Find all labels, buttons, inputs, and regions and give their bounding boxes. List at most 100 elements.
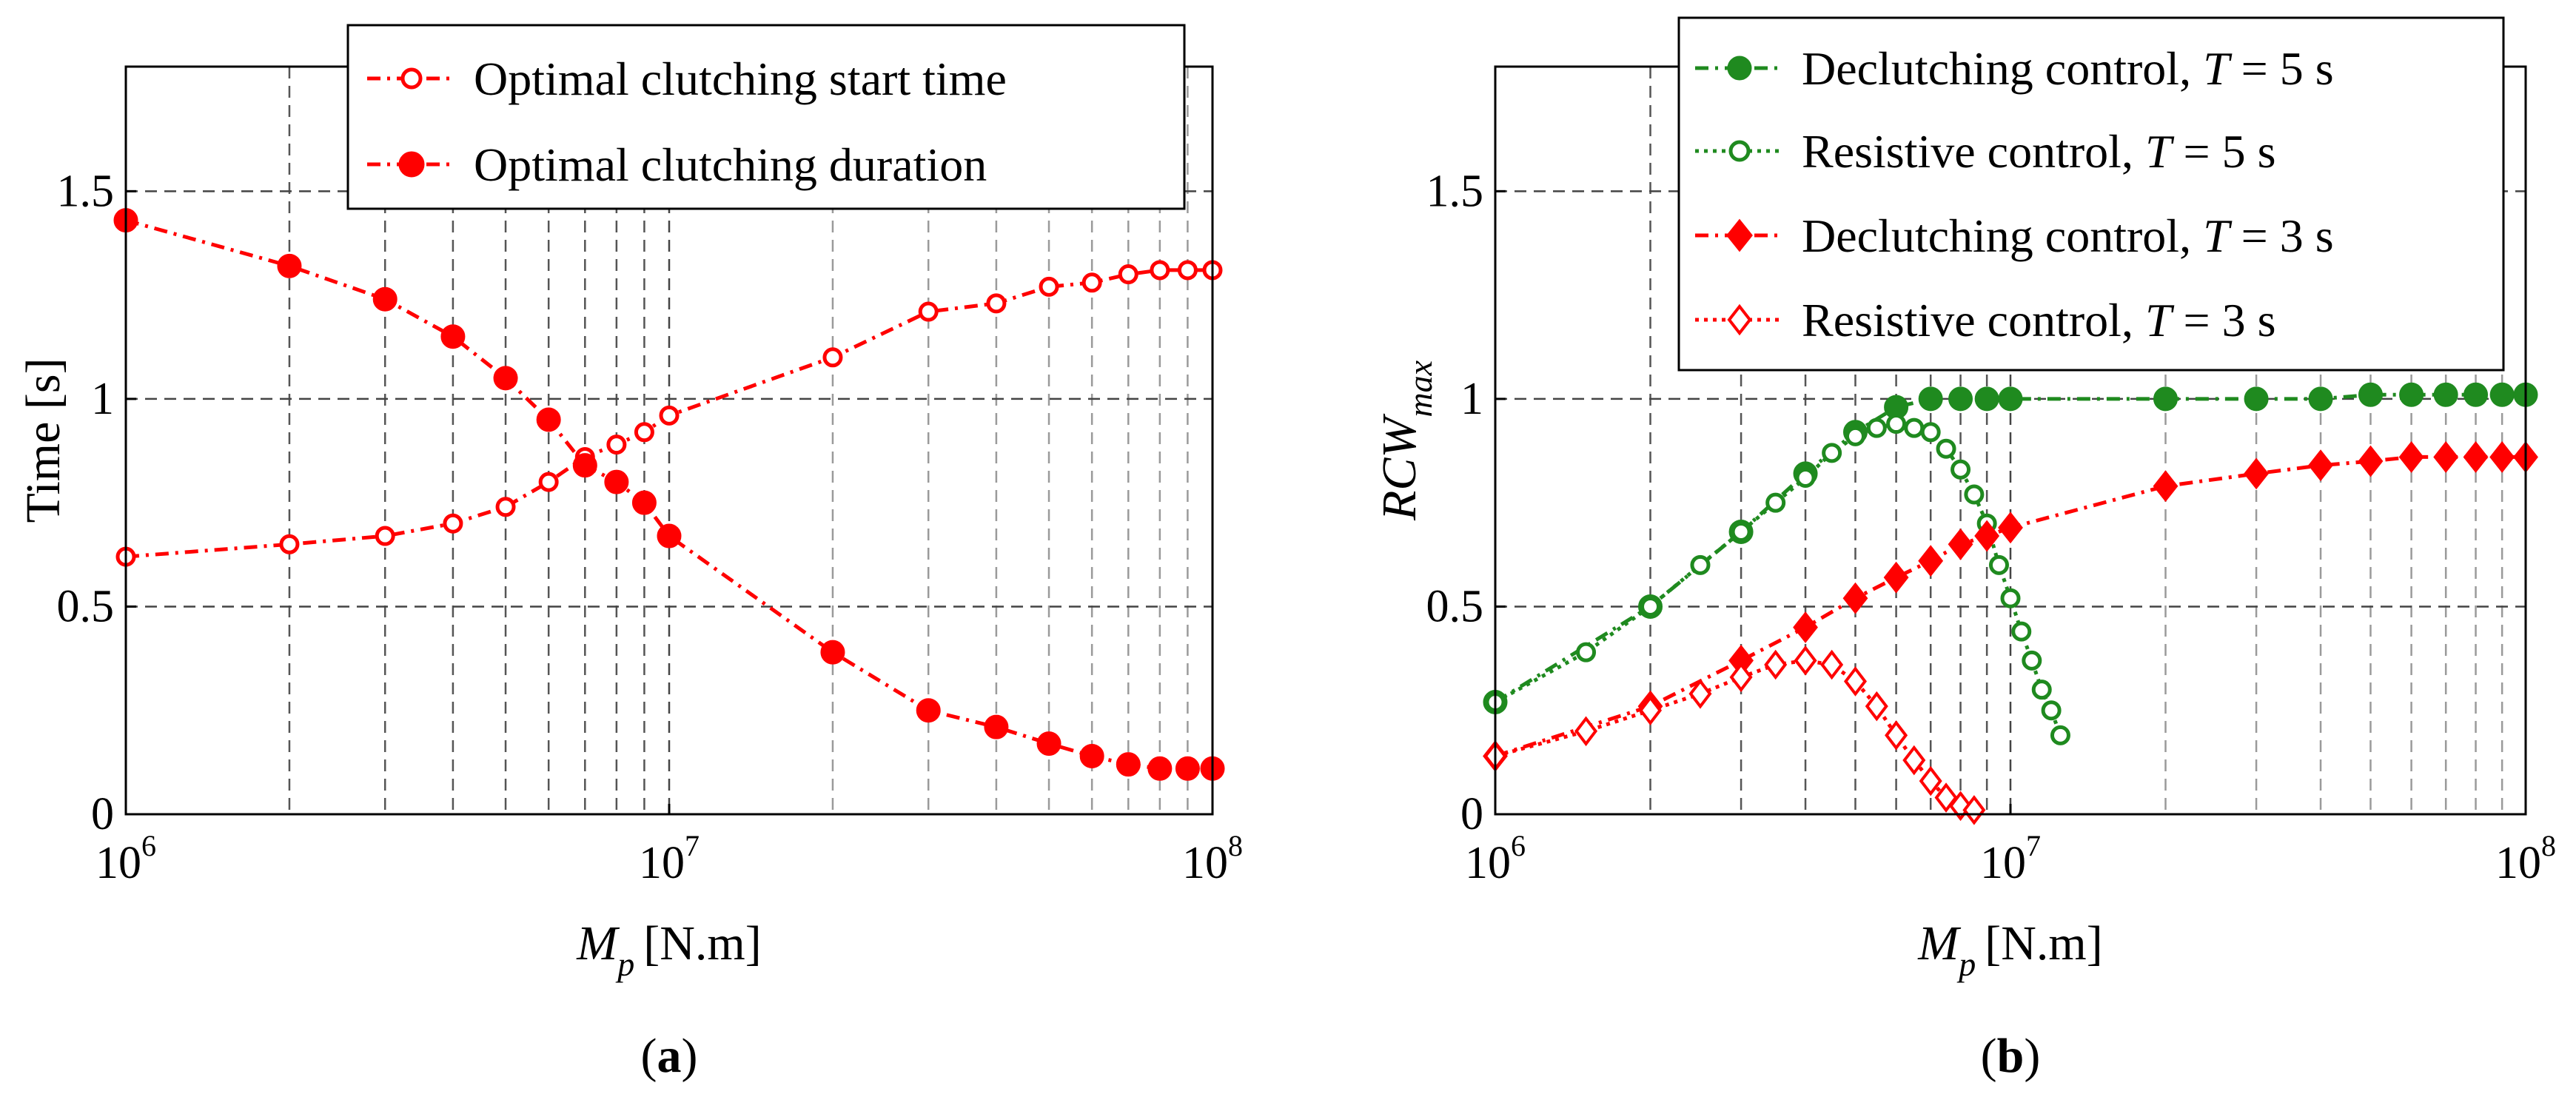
series-2-point bbox=[1116, 752, 1141, 777]
series-1-point bbox=[2489, 382, 2515, 407]
series-2-point bbox=[1765, 492, 1786, 513]
series-3-point bbox=[2358, 445, 2384, 477]
series-1-point bbox=[1118, 264, 1138, 285]
series-1-point bbox=[986, 293, 1007, 314]
series-4-point bbox=[1934, 782, 1958, 813]
series-4-line bbox=[1495, 658, 1975, 812]
series-4-point bbox=[1729, 662, 1753, 693]
series-2-point bbox=[657, 523, 682, 548]
series-4-point bbox=[1902, 745, 1926, 776]
svg-text:Declutching control, T = 5 s: Declutching control, T = 5 s bbox=[1802, 42, 2334, 95]
panel-b-ylabel: RCWmax bbox=[1372, 360, 1439, 521]
series-1-point bbox=[659, 405, 680, 426]
series-2-point bbox=[1951, 459, 1971, 480]
series-3-point bbox=[1883, 561, 1909, 594]
panel-b-xlabel: Mp [N.m] bbox=[1917, 916, 2102, 983]
series-2-point bbox=[1964, 484, 1985, 505]
series-4-point bbox=[1919, 765, 1942, 796]
series-3-point bbox=[1948, 528, 1973, 560]
panel-b-chart: 0 0.5 1 1.5 106 107 108 RCWmax Mp [N.m] (b) Dec… bbox=[1372, 16, 2556, 1083]
panel-a-legend-entry: Optimal clutching duration bbox=[367, 138, 987, 191]
series-3-point bbox=[1842, 582, 1868, 614]
x-tick-label: 108 bbox=[2495, 829, 2556, 888]
series-1-point bbox=[2153, 386, 2178, 412]
series-2-point bbox=[984, 714, 1009, 739]
panel-b-legend-entry: Declutching control, T = 3 s bbox=[1695, 209, 2334, 262]
series-2-point bbox=[277, 253, 302, 278]
panel-b-legend-box bbox=[1677, 16, 2505, 372]
series-1-point bbox=[918, 301, 939, 322]
x-tick-label: 107 bbox=[1980, 829, 2041, 888]
series-4-point bbox=[1794, 645, 1817, 676]
series-4-point bbox=[1962, 795, 1986, 825]
panel-a-caption: (a) bbox=[641, 1029, 698, 1083]
series-2-point bbox=[2031, 680, 2052, 700]
panel-a-legend-box bbox=[346, 24, 1186, 210]
series-1-point bbox=[606, 435, 627, 455]
series-1-point bbox=[2358, 382, 2383, 407]
series-2-point bbox=[1690, 554, 1711, 575]
svg-text:Resistive control, T = 5 s: Resistive control, T = 5 s bbox=[1802, 125, 2276, 178]
panel-a-legend: Optimal clutching start time Optimal clu… bbox=[346, 24, 1186, 210]
series-1-point bbox=[538, 472, 559, 492]
panel-b-caption: (b) bbox=[1981, 1029, 2041, 1083]
series-1-point bbox=[1918, 386, 1943, 412]
series-1-point bbox=[2308, 386, 2333, 412]
series-2-point bbox=[1079, 743, 1104, 768]
x-tick-label: 107 bbox=[639, 829, 700, 888]
series-2-point bbox=[2011, 621, 2032, 642]
panel-b-legend-entry: Resistive control, T = 3 s bbox=[1695, 294, 2276, 346]
series-4-point bbox=[1949, 791, 1973, 822]
series-3-point bbox=[2463, 441, 2489, 473]
series-2-point bbox=[1920, 422, 1941, 443]
series-3-point bbox=[1974, 520, 2000, 552]
series-4-point bbox=[1574, 716, 1598, 747]
series-3-point bbox=[1793, 611, 1818, 643]
series-2-point bbox=[372, 286, 398, 312]
series-1-point bbox=[375, 526, 395, 546]
series-1-point bbox=[822, 347, 843, 368]
series-2-point bbox=[1936, 438, 1956, 459]
series-2-line bbox=[1495, 422, 2062, 737]
series-2-point bbox=[1904, 417, 1925, 438]
svg-text:Optimal clutching duration: Optimal clutching duration bbox=[474, 138, 987, 191]
panel-a-xlabel: Mp [N.m] bbox=[576, 916, 761, 983]
series-2-point bbox=[1576, 642, 1597, 662]
series-1-point bbox=[1974, 386, 1999, 412]
series-2-point bbox=[1175, 756, 1200, 781]
series-4-point bbox=[1820, 649, 1844, 680]
y-tick-label: 0.5 bbox=[1426, 581, 1484, 631]
series-1-point bbox=[2244, 386, 2269, 412]
series-4-point bbox=[1688, 678, 1712, 709]
series-1-point bbox=[495, 497, 516, 517]
series-4-point bbox=[1764, 649, 1788, 680]
series-1-point bbox=[1150, 260, 1170, 281]
series-3-point bbox=[2153, 470, 2178, 503]
series-2-point bbox=[1845, 426, 1865, 446]
series-3-point bbox=[2244, 457, 2269, 490]
series-1-point bbox=[443, 513, 463, 534]
series-3-point bbox=[2489, 441, 2515, 473]
y-tick-label: 0.5 bbox=[57, 581, 115, 631]
series-4-point bbox=[1865, 691, 1888, 722]
x-tick-label: 106 bbox=[95, 829, 156, 888]
series-2-point bbox=[1640, 596, 1661, 617]
svg-text:Resistive control, T = 3 s: Resistive control, T = 3 s bbox=[1802, 294, 2276, 346]
series-1-point bbox=[1081, 272, 1102, 293]
series-2-point bbox=[2050, 725, 2070, 745]
y-tick-label: 1.5 bbox=[1426, 166, 1484, 216]
series-2-point bbox=[1795, 468, 1816, 488]
series-2-point bbox=[1036, 731, 1061, 757]
series-1-point bbox=[2399, 382, 2424, 407]
panel-a-tick-labels: 0 0.5 1 1.5 106 107 108 bbox=[57, 166, 1244, 888]
series-2-point bbox=[493, 366, 518, 391]
series-3-point bbox=[2398, 441, 2424, 473]
series-2-point bbox=[2000, 588, 2021, 608]
series-2-point bbox=[536, 407, 561, 432]
y-tick-label: 1.5 bbox=[57, 166, 115, 216]
series-4-point bbox=[1639, 695, 1663, 726]
series-4-point bbox=[1885, 720, 1908, 751]
x-tick-label: 106 bbox=[1465, 829, 1526, 888]
y-tick-label: 0 bbox=[1460, 789, 1483, 839]
panel-a-legend-entry: Optimal clutching start time bbox=[367, 53, 1007, 105]
